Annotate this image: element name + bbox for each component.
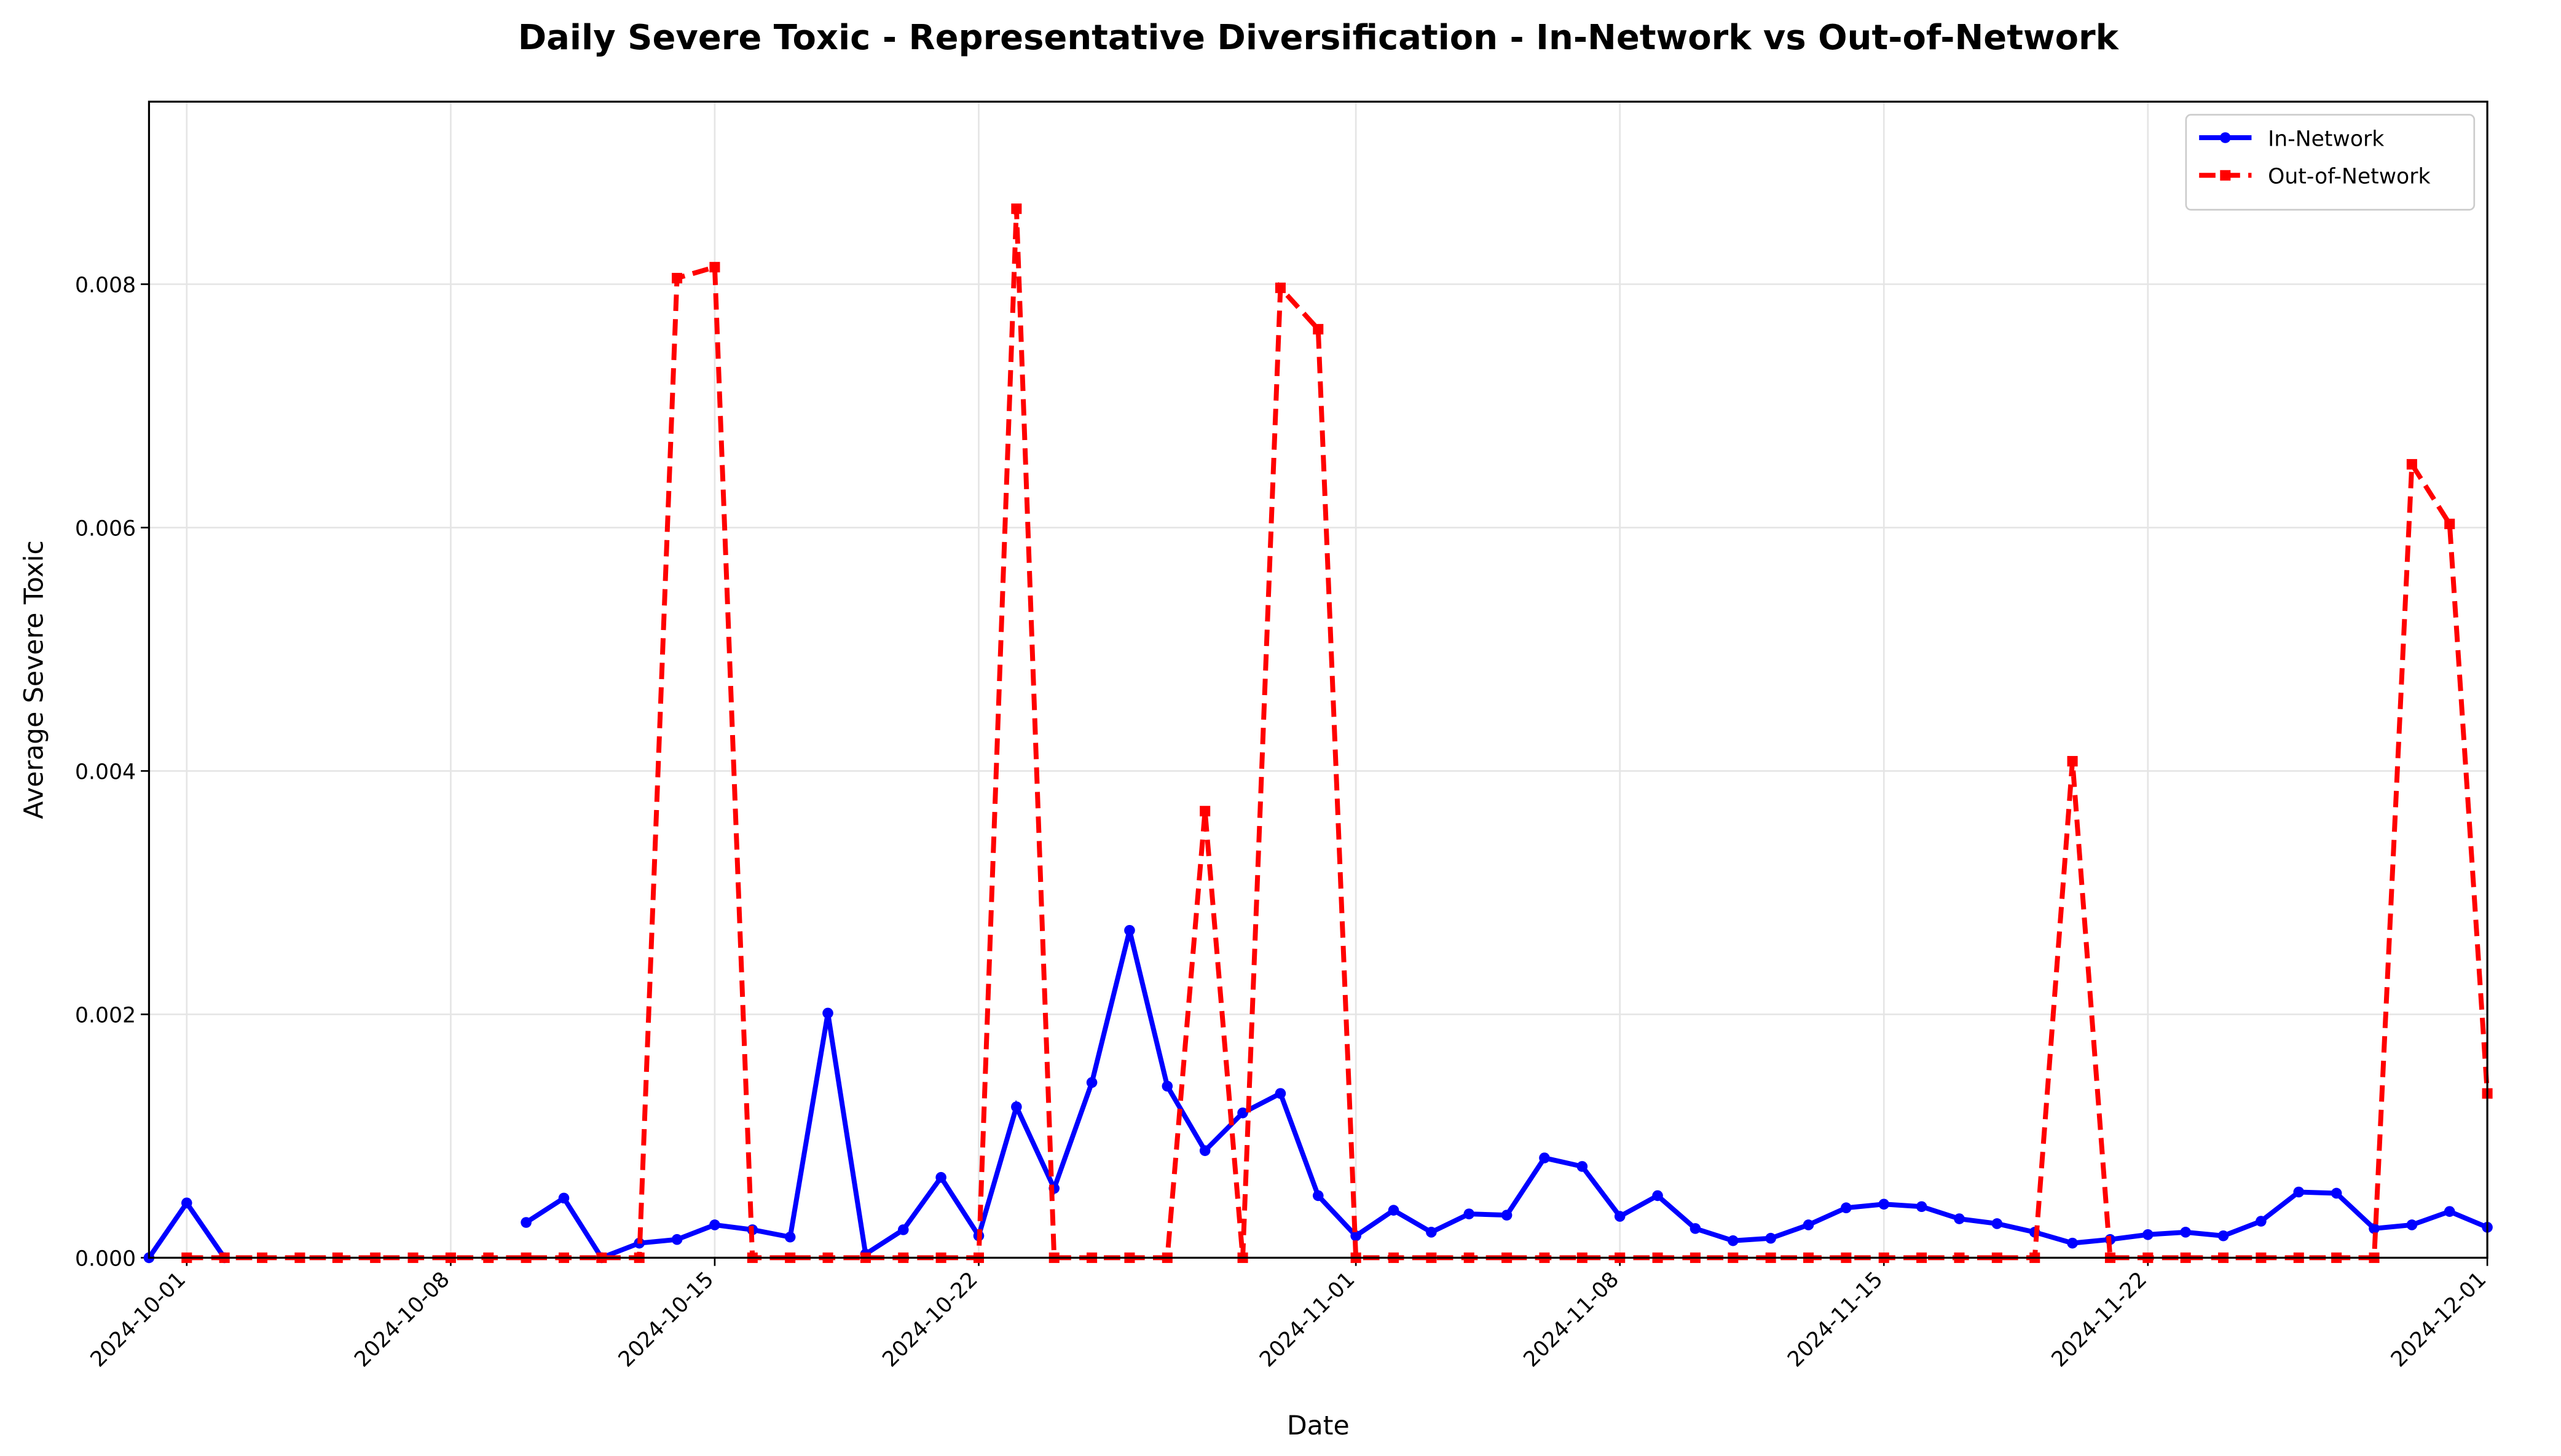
point xyxy=(1124,924,1135,936)
point xyxy=(672,272,683,284)
point xyxy=(1539,1152,1550,1163)
point xyxy=(1765,1232,1776,1244)
legend-marker xyxy=(2220,170,2231,181)
point xyxy=(1841,1202,1852,1214)
y-axis-label: Average Severe Toxic xyxy=(18,540,49,819)
point xyxy=(2444,518,2455,529)
point xyxy=(2142,1229,2154,1240)
point xyxy=(1011,203,1022,214)
point xyxy=(558,1192,570,1204)
point xyxy=(1086,1077,1098,1088)
y-tick-label: 0.002 xyxy=(75,1004,136,1028)
point xyxy=(2217,1230,2229,1242)
point xyxy=(1275,1088,1286,1099)
point xyxy=(2406,458,2417,470)
point xyxy=(1614,1211,1626,1222)
y-tick-label: 0.004 xyxy=(75,760,136,785)
point xyxy=(671,1234,683,1245)
legend-box xyxy=(2185,114,2476,211)
point xyxy=(1652,1190,1663,1202)
point xyxy=(784,1231,796,1243)
point xyxy=(1313,324,1324,335)
point xyxy=(1199,1145,1211,1156)
point xyxy=(709,262,720,273)
point xyxy=(1388,1205,1399,1216)
point xyxy=(2067,756,2078,767)
point xyxy=(2180,1227,2191,1238)
point xyxy=(2331,1187,2342,1199)
chart-title: Daily Severe Toxic - Representative Dive… xyxy=(518,18,2120,58)
point xyxy=(1803,1219,1814,1230)
point xyxy=(521,1217,532,1228)
point xyxy=(1501,1210,1513,1221)
point xyxy=(2444,1206,2455,1217)
point xyxy=(181,1197,192,1209)
point xyxy=(1237,1107,1248,1119)
point xyxy=(2067,1237,2078,1249)
x-axis-label: Date xyxy=(1287,1411,1350,1441)
point xyxy=(2293,1186,2305,1198)
point xyxy=(1916,1201,1927,1213)
point xyxy=(1011,1101,1022,1112)
point xyxy=(1576,1161,1588,1172)
point xyxy=(2369,1223,2380,1234)
point xyxy=(1350,1230,1361,1242)
y-tick-label: 0.000 xyxy=(75,1247,136,1272)
point xyxy=(935,1171,946,1183)
point xyxy=(1463,1208,1475,1219)
point xyxy=(709,1219,720,1230)
point xyxy=(1954,1213,1965,1224)
point xyxy=(2256,1216,2267,1227)
point xyxy=(1690,1223,1701,1234)
plot-frame xyxy=(148,100,2488,1259)
point xyxy=(2406,1219,2418,1230)
point xyxy=(1162,1080,1173,1092)
point xyxy=(1275,282,1286,293)
point xyxy=(1878,1198,1890,1210)
point xyxy=(822,1007,833,1019)
y-tick-label: 0.006 xyxy=(75,517,136,541)
legend-label: In-Network xyxy=(2268,127,2384,151)
point xyxy=(1312,1190,1324,1202)
point xyxy=(1200,806,1211,817)
y-tick-label: 0.008 xyxy=(75,273,136,298)
legend-marker xyxy=(2220,132,2231,143)
point xyxy=(1991,1218,2003,1229)
point xyxy=(897,1224,909,1235)
legend-label: Out-of-Network xyxy=(2268,165,2430,189)
point xyxy=(1426,1227,1437,1238)
point xyxy=(1728,1235,1739,1246)
